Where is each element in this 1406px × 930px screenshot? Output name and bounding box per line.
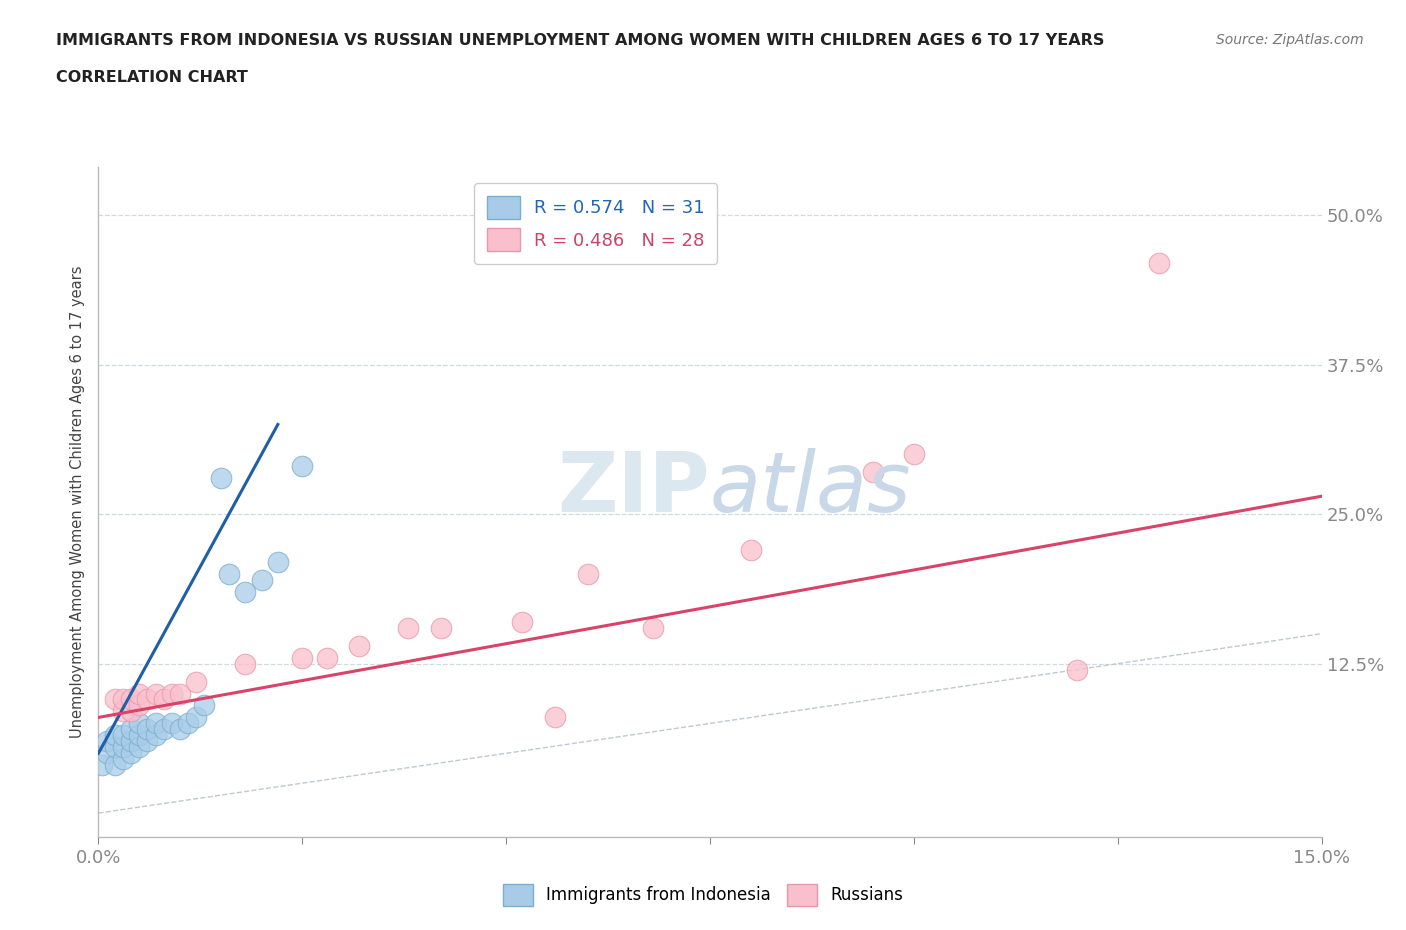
Point [1147, 256, 1170, 271]
Point [145, 686, 167, 701]
Point [120, 722, 142, 737]
Point [152, 692, 174, 707]
Point [96, 746, 118, 761]
Point [111, 728, 134, 743]
Point [169, 686, 191, 701]
Point [136, 734, 159, 749]
Point [1066, 662, 1088, 677]
Point [512, 615, 534, 630]
Point [349, 638, 371, 653]
Point [111, 704, 134, 719]
Legend: R = 0.574   N = 31, R = 0.486   N = 28: R = 0.574 N = 31, R = 0.486 N = 28 [474, 183, 717, 264]
Text: ZIP: ZIP [558, 448, 710, 529]
Point [111, 751, 134, 766]
Point [128, 716, 150, 731]
Point [111, 692, 134, 707]
Point [186, 674, 208, 689]
Point [111, 740, 134, 755]
Point [218, 566, 240, 581]
Point [136, 722, 159, 737]
Text: atlas: atlas [710, 448, 911, 529]
Point [430, 620, 453, 635]
Point [544, 710, 567, 724]
Point [576, 566, 599, 581]
Point [128, 728, 150, 743]
Point [145, 728, 167, 743]
Point [233, 584, 256, 599]
Legend: Immigrants from Indonesia, Russians: Immigrants from Indonesia, Russians [496, 878, 910, 912]
Point [136, 692, 159, 707]
Point [233, 657, 256, 671]
Point [186, 710, 208, 724]
Point [145, 716, 167, 731]
Point [120, 746, 142, 761]
Point [641, 620, 664, 635]
Point [128, 698, 150, 713]
Text: Source: ZipAtlas.com: Source: ZipAtlas.com [1216, 33, 1364, 46]
Point [291, 458, 314, 473]
Point [169, 722, 191, 737]
Point [177, 716, 200, 731]
Point [862, 465, 884, 480]
Point [104, 740, 127, 755]
Text: IMMIGRANTS FROM INDONESIA VS RUSSIAN UNEMPLOYMENT AMONG WOMEN WITH CHILDREN AGES: IMMIGRANTS FROM INDONESIA VS RUSSIAN UNE… [56, 33, 1105, 47]
Point [160, 716, 183, 731]
Point [250, 573, 273, 588]
Point [152, 722, 174, 737]
Point [160, 686, 183, 701]
Point [104, 692, 127, 707]
Point [120, 704, 142, 719]
Point [315, 650, 337, 665]
Point [120, 692, 142, 707]
Y-axis label: Unemployment Among Women with Children Ages 6 to 17 years: Unemployment Among Women with Children A… [69, 266, 84, 738]
Point [104, 758, 127, 773]
Point [193, 698, 215, 713]
Point [740, 542, 762, 557]
Point [291, 650, 314, 665]
Point [128, 740, 150, 755]
Point [104, 728, 127, 743]
Point [96, 734, 118, 749]
Text: CORRELATION CHART: CORRELATION CHART [56, 70, 247, 85]
Point [120, 734, 142, 749]
Point [903, 447, 925, 462]
Point [396, 620, 419, 635]
Point [91, 758, 114, 773]
Point [128, 686, 150, 701]
Point [209, 471, 232, 485]
Point [267, 554, 290, 569]
